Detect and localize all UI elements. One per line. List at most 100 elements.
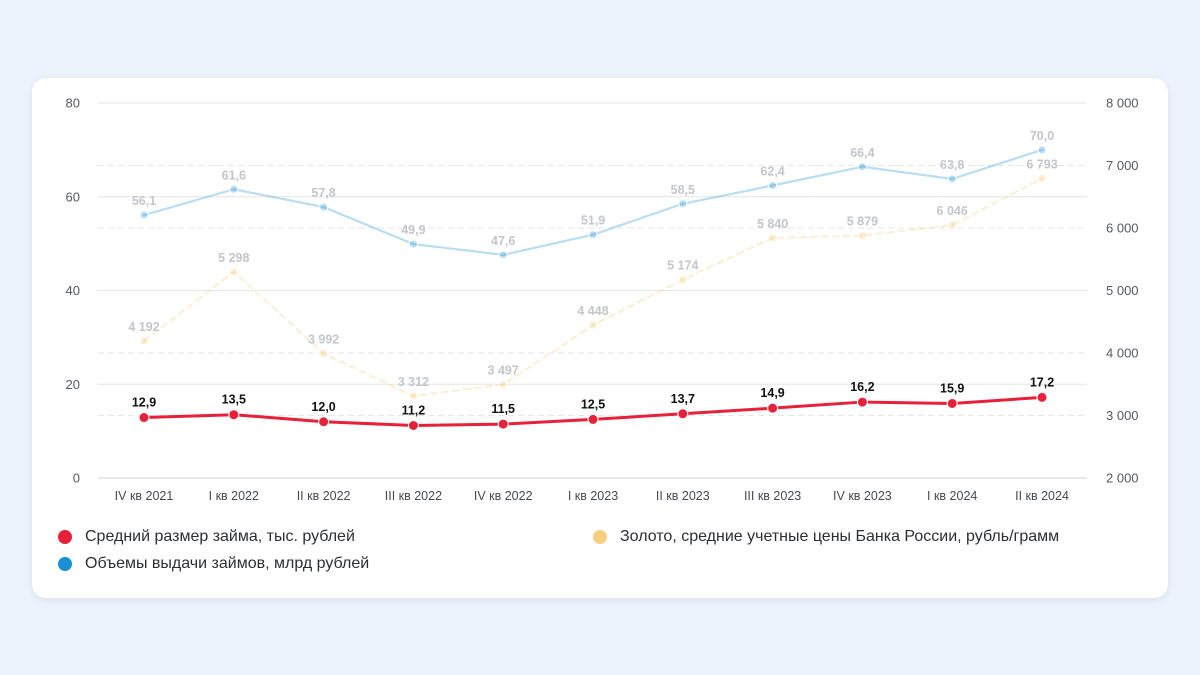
y-right-tick-label: 7 000 [1106, 158, 1139, 173]
data-label-loan-size: 12,0 [311, 400, 335, 414]
legend-label: Средний размер займа, тыс. рублей [85, 528, 355, 545]
data-label-loan-volume: 57,8 [311, 186, 335, 200]
y-right-tick-label: 2 000 [1106, 471, 1139, 486]
x-tick-label: I кв 2024 [927, 489, 977, 503]
data-label-gold-price: 3 312 [398, 375, 429, 389]
data-label-loan-size: 13,7 [671, 392, 695, 406]
data-label-loan-size: 16,2 [850, 380, 874, 394]
data-label-loan-size: 12,9 [132, 396, 156, 410]
legend-marker-blue [58, 557, 72, 571]
data-point-loan-volume [768, 181, 778, 190]
data-point-loan-size [407, 420, 419, 431]
data-point-loan-size [677, 408, 689, 420]
data-label-gold-price: 5 879 [847, 215, 878, 229]
y-right-tick-label: 5 000 [1106, 283, 1139, 298]
data-label-gold-price: 3 497 [488, 363, 519, 377]
data-label-loan-size: 14,9 [760, 386, 784, 400]
legend-marker-gold [593, 530, 607, 544]
data-point-loan-volume [678, 199, 688, 209]
x-tick-label: II кв 2023 [656, 489, 710, 503]
legend-item-gold-price: Золото, средние учетные цены Банка Росси… [593, 528, 1059, 546]
data-point-gold-price [857, 231, 867, 241]
x-tick-label: I кв 2022 [209, 489, 259, 503]
legend-marker-red [58, 530, 72, 544]
data-label-gold-price: 4 192 [128, 320, 159, 334]
data-point-loan-volume [139, 210, 149, 220]
y-left-tick-label: 80 [66, 96, 80, 111]
x-tick-label: IV кв 2022 [474, 489, 533, 503]
data-point-loan-size [228, 409, 240, 421]
data-point-loan-size [497, 418, 509, 430]
data-label-gold-price: 5 174 [667, 259, 698, 273]
data-label-loan-volume: 49,9 [401, 223, 425, 237]
data-label-loan-volume: 66,4 [850, 146, 874, 160]
y-right-tick-label: 6 000 [1106, 221, 1139, 236]
y-right-tick-label: 8 000 [1106, 96, 1139, 111]
data-point-loan-size [587, 413, 599, 425]
data-label-loan-volume: 51,9 [581, 214, 605, 228]
chart-card [32, 78, 1168, 598]
x-tick-label: III кв 2022 [385, 489, 442, 503]
data-point-loan-size [138, 412, 150, 424]
data-point-gold-price [588, 320, 598, 330]
data-label-loan-size: 17,2 [1030, 375, 1054, 389]
data-point-loan-volume [947, 174, 957, 184]
data-point-gold-price [768, 233, 778, 243]
x-tick-label: I кв 2023 [568, 489, 618, 503]
data-point-loan-size [856, 396, 868, 408]
data-label-loan-volume: 70,0 [1030, 129, 1054, 143]
data-point-gold-price [229, 267, 239, 277]
data-point-gold-price [408, 391, 418, 401]
data-point-loan-volume [408, 239, 418, 249]
data-point-gold-price [1037, 173, 1047, 183]
y-left-tick-label: 0 [73, 471, 80, 486]
data-label-loan-volume: 47,6 [491, 234, 515, 248]
data-point-loan-volume [588, 230, 598, 240]
data-label-gold-price: 5 840 [757, 217, 788, 231]
data-label-gold-price: 3 992 [308, 333, 339, 347]
data-point-gold-price [139, 336, 149, 346]
x-tick-label: III кв 2023 [744, 489, 801, 503]
data-label-loan-size: 11,5 [491, 402, 515, 416]
y-left-tick-label: 20 [66, 377, 80, 392]
data-label-loan-volume: 63,8 [940, 158, 964, 172]
data-point-loan-volume [319, 202, 329, 212]
data-point-loan-volume [229, 184, 239, 194]
x-tick-label: IV кв 2021 [115, 489, 174, 503]
legend-label: Объемы выдачи займов, млрд рублей [85, 555, 370, 572]
y-right-tick-label: 3 000 [1106, 408, 1139, 423]
data-point-loan-volume [498, 250, 508, 260]
data-point-loan-size [946, 397, 958, 409]
x-tick-label: II кв 2024 [1015, 489, 1069, 503]
data-label-loan-volume: 56,1 [132, 194, 156, 208]
data-point-gold-price [678, 275, 688, 285]
legend-label: Золото, средние учетные цены Банка Росси… [620, 528, 1060, 545]
legend-item-loan-size: Средний размер займа, тыс. рублей [58, 528, 355, 546]
data-label-loan-size: 13,5 [222, 393, 246, 407]
data-point-loan-volume [1037, 145, 1047, 155]
data-point-loan-size [318, 416, 330, 428]
data-point-loan-size [767, 402, 779, 414]
data-point-gold-price [319, 349, 329, 358]
data-label-loan-volume: 58,5 [671, 183, 695, 197]
series-line-gold-price [143, 177, 1043, 397]
data-label-gold-price: 4 448 [577, 304, 608, 318]
data-label-loan-size: 11,2 [402, 404, 426, 418]
y-left-tick-label: 60 [66, 189, 80, 204]
data-label-loan-volume: 62,4 [760, 165, 784, 179]
data-label-loan-size: 15,9 [940, 381, 964, 395]
data-point-gold-price [947, 220, 957, 230]
data-label-gold-price: 5 298 [218, 251, 249, 265]
data-point-loan-volume [857, 162, 867, 172]
x-tick-label: IV кв 2023 [833, 489, 892, 503]
data-label-loan-volume: 61,6 [222, 168, 246, 182]
y-left-tick-label: 40 [66, 283, 80, 298]
legend-item-loan-volume: Объемы выдачи займов, млрд рублей [58, 555, 369, 573]
series-line-loan-volume [142, 148, 1044, 256]
data-point-loan-size [1036, 391, 1048, 403]
x-tick-label: II кв 2022 [297, 489, 351, 503]
data-label-loan-size: 12,5 [581, 397, 605, 411]
data-label-gold-price: 6 793 [1026, 157, 1057, 171]
y-right-tick-label: 4 000 [1106, 346, 1139, 361]
